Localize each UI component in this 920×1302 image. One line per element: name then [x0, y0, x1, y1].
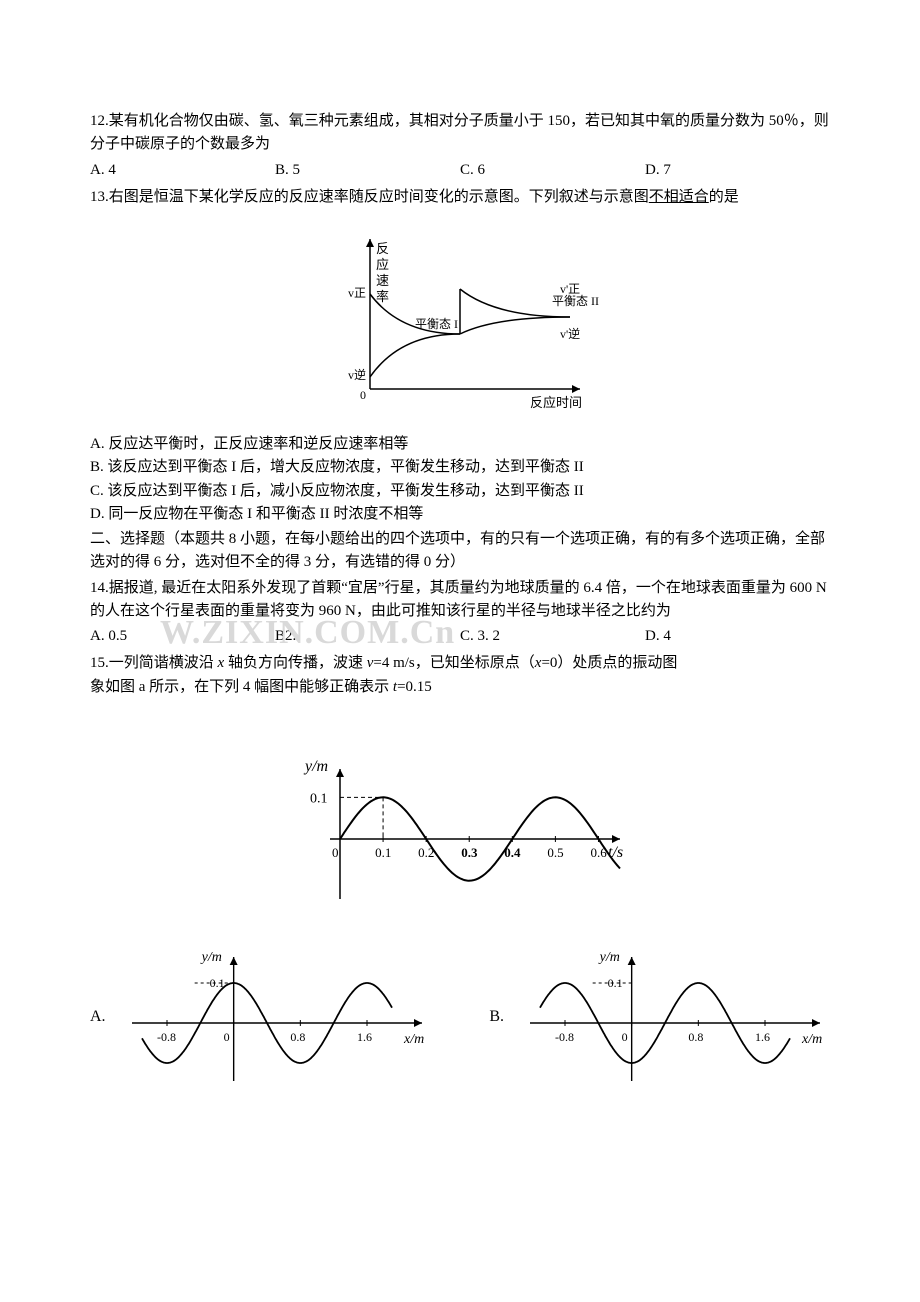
svg-text:0: 0	[332, 845, 339, 860]
q15-optfig-b-wrap: B. y/m x/m -0.8 0 0.8 1.6 0.1	[489, 943, 830, 1093]
q14-opt-a: A. 0.5	[90, 625, 275, 648]
svg-text:1.6: 1.6	[755, 1030, 770, 1044]
q15-stem-line1: 15.一列简谐横波沿 x 轴负方向传播，波速 v=4 m/s，已知坐标原点（x=…	[90, 652, 830, 675]
q12-options: A. 4 B. 5 C. 6 D. 7	[90, 159, 830, 182]
q15-optfig-a: y/mx/m-0.800.81.60.1	[112, 943, 432, 1093]
svg-text:率: 率	[376, 289, 389, 304]
q14-number: 14.	[90, 580, 109, 596]
q13-pre: 右图是恒温下某化学反应的反应速率随反应时间变化的示意图。下列叙述与示意图	[109, 189, 649, 205]
q12-opt-a: A. 4	[90, 159, 275, 182]
q15-l2-pre: 象如图 a 所示，在下列 4 幅图中能够正确表示	[90, 679, 393, 695]
svg-text:反应时间: 反应时间	[530, 395, 582, 410]
q14-opt-d: D. 4	[645, 625, 830, 648]
q15-main-figure-wrap: y/mt/s00.10.20.30.40.50.60.1	[90, 709, 830, 929]
svg-text:y/m: y/m	[598, 950, 620, 965]
q15-number: 15.	[90, 655, 109, 671]
svg-text:0: 0	[223, 1030, 229, 1044]
q12-opt-b: B. 5	[275, 159, 460, 182]
svg-text:平衡态 I: 平衡态 I	[415, 317, 458, 331]
q13-figure-wrap: 反应速率反应时间0v正v逆平衡态 Iv'正v'逆平衡态 II	[90, 219, 830, 419]
q15-optfig-b: y/m x/m -0.8 0 0.8 1.6 0.1	[510, 943, 830, 1093]
q15-main-figure: y/mt/s00.10.20.30.40.50.60.1	[280, 709, 640, 929]
svg-text:-0.8: -0.8	[555, 1030, 574, 1044]
svg-text:0: 0	[622, 1030, 628, 1044]
svg-text:0.1: 0.1	[608, 976, 623, 990]
q12-number: 12.	[90, 113, 109, 129]
svg-text:0.3: 0.3	[461, 845, 478, 860]
q15-l1-pre: 一列简谐横波沿	[109, 655, 218, 671]
svg-text:v正: v正	[348, 286, 366, 300]
svg-text:v'逆: v'逆	[560, 326, 580, 341]
svg-text:v逆: v逆	[348, 367, 366, 382]
svg-text:0.8: 0.8	[290, 1030, 305, 1044]
q13-opt-d: D. 同一反应物在平衡态 I 和平衡态 II 时浓度不相等	[90, 503, 830, 526]
svg-text:1.6: 1.6	[357, 1030, 372, 1044]
q15-stem-line2: 象如图 a 所示，在下列 4 幅图中能够正确表示 t=0.15	[90, 676, 830, 699]
q13-underlined: 不相适合	[649, 189, 709, 205]
svg-text:-0.8: -0.8	[157, 1030, 176, 1044]
q15-option-figures: A. y/m x/m -0.8 0 0.8 1.6 0.1 B. y/m x/m -0.8 0 0.…	[90, 943, 830, 1093]
svg-text:0: 0	[360, 388, 366, 402]
svg-text:x/m: x/m	[403, 1032, 424, 1047]
page: 12.某有机化合物仅由碳、氢、氧三种元素组成，其相对分子质量小于 150，若已知…	[0, 0, 920, 1163]
q14-opt-b: B2.	[275, 625, 460, 648]
svg-text:y/m: y/m	[199, 950, 221, 965]
svg-text:反: 反	[376, 241, 389, 256]
svg-text:应: 应	[376, 257, 389, 272]
svg-text:平衡态 II: 平衡态 II	[552, 294, 599, 308]
q14-stem: 14.据报道, 最近在太阳系外发现了首颗“宜居”行星，其质量约为地球质量的 6.…	[90, 577, 830, 624]
q14-options-wrap: W.ZIXIN.COM.Cn A. 0.5 B2. C. 3. 2 D. 4	[90, 625, 830, 648]
svg-text:t/s: t/s	[608, 844, 623, 861]
q14-text: 据报道, 最近在太阳系外发现了首颗“宜居”行星，其质量约为地球质量的 6.4 倍…	[90, 580, 827, 619]
svg-text:0.8: 0.8	[688, 1030, 703, 1044]
q13-opt-a: A. 反应达平衡时，正反应速率和逆反应速率相等	[90, 433, 830, 456]
q12-opt-d: D. 7	[645, 159, 830, 182]
q13-number: 13.	[90, 189, 109, 205]
q14-options: A. 0.5 B2. C. 3. 2 D. 4	[90, 625, 830, 648]
q13-opt-b: B. 该反应达到平衡态 I 后，增大反应物浓度，平衡发生移动，达到平衡态 II	[90, 456, 830, 479]
svg-text:0.1: 0.1	[375, 845, 391, 860]
q12-text: 某有机化合物仅由碳、氢、氧三种元素组成，其相对分子质量小于 150，若已知其中氧…	[90, 113, 829, 152]
q15-l1-m1: 轴负方向传播，波速	[224, 655, 367, 671]
q15-optfig-a-wrap: A. y/mx/m-0.800.81.60.1	[90, 943, 432, 1093]
q15-optfig-b-label: B.	[489, 1005, 504, 1030]
q12-opt-c: C. 6	[460, 159, 645, 182]
q13-stem: 13.右图是恒温下某化学反应的反应速率随反应时间变化的示意图。下列叙述与示意图不…	[90, 186, 830, 209]
q13-post: 的是	[709, 189, 739, 205]
q15-l1-m2: =4 m/s，已知坐标原点（	[373, 655, 534, 671]
q12-stem: 12.某有机化合物仅由碳、氢、氧三种元素组成，其相对分子质量小于 150，若已知…	[90, 110, 830, 157]
svg-text:y/m: y/m	[303, 758, 328, 775]
q14-opt-c: C. 3. 2	[460, 625, 645, 648]
svg-text:x/m: x/m	[801, 1032, 822, 1047]
q13-opt-c: C. 该反应达到平衡态 I 后，减小反应物浓度，平衡发生移动，达到平衡态 II	[90, 480, 830, 503]
q13-figure: 反应速率反应时间0v正v逆平衡态 Iv'正v'逆平衡态 II	[320, 219, 600, 419]
q15-l1-m3: =0）处质点的振动图	[541, 655, 677, 671]
section2-title: 二、选择题（本题共 8 小题，在每小题给出的四个选项中，有的只有一个选项正确，有…	[90, 528, 830, 575]
svg-text:0.1: 0.1	[310, 791, 328, 806]
svg-text:速: 速	[376, 273, 389, 288]
svg-text:0.5: 0.5	[547, 845, 563, 860]
q15-optfig-a-label: A.	[90, 1005, 106, 1030]
q15-l2-post: =0.15	[397, 679, 432, 695]
